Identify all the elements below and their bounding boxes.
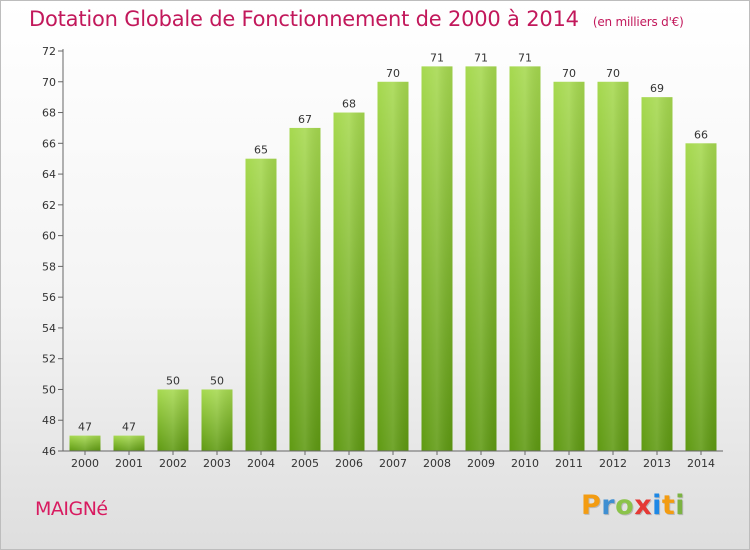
y-tick-label: 64 <box>42 168 56 181</box>
x-tick-label: 2001 <box>115 457 143 470</box>
bar-shine <box>201 389 233 451</box>
commune-name: MAIGNé <box>35 498 108 520</box>
bar-shine <box>377 81 409 452</box>
data-label: 47 <box>78 421 92 434</box>
bar-shine <box>597 81 629 452</box>
data-label: 50 <box>166 374 180 387</box>
y-tick-label: 56 <box>42 291 56 304</box>
y-axis: 46 48 50 52 54 56 58 60 62 64 66 68 70 72 <box>42 45 64 458</box>
x-tick-label: 2007 <box>379 457 407 470</box>
y-tick-label: 52 <box>42 353 56 366</box>
chart-title: Dotation Globale de Fonctionnement de 20… <box>29 7 684 31</box>
y-tick-label: 60 <box>42 230 56 243</box>
data-label: 71 <box>474 51 488 64</box>
x-tick-label: 2005 <box>291 457 319 470</box>
x-tick-label: 2008 <box>423 457 451 470</box>
x-tick-label: 2009 <box>467 457 495 470</box>
y-tick-label: 54 <box>42 322 56 335</box>
x-tick-label: 2011 <box>555 457 583 470</box>
y-tick-label: 70 <box>42 76 56 89</box>
proxiti-logo: Proxiti <box>581 490 685 521</box>
x-tick-label: 2003 <box>203 457 231 470</box>
data-label: 69 <box>650 82 664 95</box>
bars: 47 47 50 50 65 67 68 70 71 71 71 70 70 69 66 <box>69 51 717 452</box>
logo-letter: o <box>615 490 635 521</box>
data-label: 70 <box>562 67 576 80</box>
y-tick-label: 50 <box>42 383 56 396</box>
bar-shine <box>641 97 673 452</box>
x-tick-label: 2014 <box>687 457 715 470</box>
y-tick-label: 46 <box>42 445 56 458</box>
y-tick-label: 48 <box>42 414 56 427</box>
logo-letter: x <box>634 490 653 521</box>
y-tick-label: 58 <box>42 260 56 273</box>
chart-subtitle: (en milliers d'€) <box>592 15 684 29</box>
data-label: 67 <box>298 113 312 126</box>
x-axis: 2000 2001 2002 2003 2004 2005 2006 2007 2008 2009… <box>63 450 723 470</box>
data-label: 70 <box>386 67 400 80</box>
bar-shine <box>553 81 585 452</box>
x-tick-label: 2000 <box>71 457 99 470</box>
data-label: 71 <box>518 51 532 64</box>
data-label: 71 <box>430 51 444 64</box>
bar-shine <box>69 435 101 451</box>
data-label: 68 <box>342 98 356 111</box>
y-tick-label: 72 <box>42 45 56 58</box>
data-label: 47 <box>122 421 136 434</box>
data-label: 70 <box>606 67 620 80</box>
bar-shine <box>421 66 453 451</box>
bar-shine <box>685 143 717 452</box>
bar-shine <box>509 66 541 451</box>
chart-title-text: Dotation Globale de Fonctionnement de 20… <box>29 7 579 31</box>
logo-letter: i <box>675 490 686 521</box>
data-label: 50 <box>210 374 224 387</box>
y-tick-label: 62 <box>42 199 56 212</box>
x-tick-label: 2004 <box>247 457 275 470</box>
logo-letter: r <box>601 490 616 521</box>
logo-letter: i <box>652 490 662 521</box>
bar-shine <box>245 158 277 451</box>
bar-shine <box>465 66 497 451</box>
bar-shine <box>157 389 189 451</box>
data-label: 65 <box>254 144 268 157</box>
data-label: 66 <box>694 128 708 141</box>
bar-shine <box>113 435 145 451</box>
logo-letter: t <box>661 490 676 521</box>
bar-shine <box>289 127 321 451</box>
y-tick-label: 66 <box>42 137 56 150</box>
x-tick-label: 2002 <box>159 457 187 470</box>
y-tick-label: 68 <box>42 107 56 120</box>
x-tick-label: 2010 <box>511 457 539 470</box>
logo-letter: P <box>581 490 602 521</box>
bar-shine <box>333 112 365 452</box>
x-tick-label: 2013 <box>643 457 671 470</box>
x-tick-label: 2012 <box>599 457 627 470</box>
x-tick-label: 2006 <box>335 457 363 470</box>
